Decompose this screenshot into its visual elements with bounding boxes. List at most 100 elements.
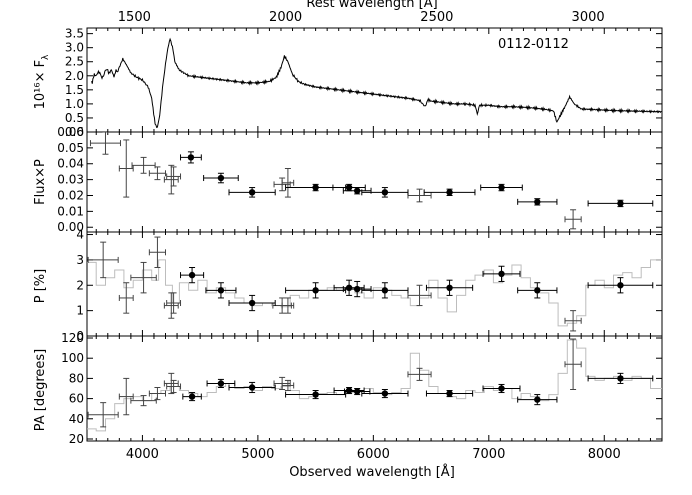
y-tick-label: 0 bbox=[76, 329, 84, 343]
data-point-open bbox=[166, 379, 182, 394]
flux-spectrum-line bbox=[91, 37, 662, 129]
y-tick-label: 0.03 bbox=[57, 173, 84, 187]
y-tick-label: 0.01 bbox=[57, 204, 84, 218]
y-tick-label: 100 bbox=[61, 351, 84, 365]
x-axis-label: Observed wavelength [Å] bbox=[289, 464, 455, 480]
data-point-filled bbox=[228, 187, 276, 198]
data-marker bbox=[534, 396, 541, 403]
y-tick-label: 1 bbox=[76, 304, 84, 318]
data-point-filled bbox=[203, 172, 239, 184]
data-point-filled bbox=[343, 388, 371, 396]
y-tick-label: 80 bbox=[69, 371, 84, 385]
bottom-tick-label: 4000 bbox=[126, 447, 159, 462]
data-point-open bbox=[281, 379, 295, 392]
data-marker bbox=[217, 174, 225, 182]
panel-position-angle: 20 40 60 80 100 120 bbox=[61, 331, 663, 446]
data-point-filled bbox=[228, 294, 276, 312]
y-tick-label: 0.04 bbox=[57, 157, 84, 171]
binned-step-line bbox=[87, 339, 662, 432]
y-tick-label: 4 bbox=[76, 228, 84, 242]
top-axis-label: Rest wavelength [Å] bbox=[306, 0, 437, 11]
object-annotation: 0112-0112 bbox=[498, 37, 569, 52]
panel-flux: 0.00.51.01.52.02.53.03.5 bbox=[65, 27, 663, 139]
data-marker bbox=[534, 287, 541, 294]
data-point-open bbox=[89, 132, 121, 155]
y-tick-label: 60 bbox=[69, 392, 84, 406]
data-point-filled bbox=[342, 280, 372, 298]
data-point-filled bbox=[180, 267, 205, 284]
data-point-open bbox=[131, 156, 156, 174]
y-tick-label: 1.5 bbox=[65, 83, 84, 97]
data-marker bbox=[381, 287, 389, 294]
ylabel-polarization: P [%] bbox=[33, 269, 48, 303]
data-point-filled bbox=[587, 372, 654, 384]
y-tick-label: 0.5 bbox=[65, 111, 84, 125]
bottom-tick-label: 7000 bbox=[472, 447, 505, 462]
data-marker bbox=[248, 384, 256, 391]
panel-polarization: 0 1 2 3 4 bbox=[76, 228, 663, 343]
ylabel-polarized-flux: Flux×P bbox=[33, 159, 48, 205]
data-marker bbox=[353, 285, 361, 293]
y-tick-label: 120 bbox=[61, 331, 84, 345]
bottom-tick-label: 8000 bbox=[588, 447, 621, 462]
y-tick-label: 0.00 bbox=[57, 220, 84, 234]
top-tick-label: 2500 bbox=[420, 10, 453, 25]
data-point-open bbox=[148, 236, 167, 269]
data-point-filled bbox=[482, 265, 521, 282]
data-marker bbox=[446, 189, 453, 196]
data-point-filled bbox=[361, 389, 409, 399]
data-point-filled bbox=[423, 188, 476, 196]
data-point-open bbox=[407, 284, 432, 307]
top-tick-label: 3000 bbox=[572, 10, 605, 25]
data-point-filled bbox=[425, 279, 474, 296]
data-point-filled bbox=[587, 277, 654, 294]
data-marker bbox=[498, 184, 505, 191]
data-point-filled bbox=[285, 282, 347, 299]
data-marker bbox=[312, 184, 319, 191]
data-point-filled bbox=[517, 394, 558, 406]
data-marker bbox=[248, 299, 256, 307]
ylabel-flux: 10¹⁶× Fλ bbox=[33, 54, 51, 109]
panel-polarized-flux: 0.00 0.01 0.020.03 0.04 0.05 0.06 bbox=[57, 125, 663, 234]
data-point-open bbox=[564, 310, 582, 332]
bottom-axis-tick-labels: 4000 5000 6000 7000 8000 bbox=[126, 447, 621, 462]
data-marker bbox=[617, 282, 624, 289]
data-point-open bbox=[118, 139, 134, 198]
data-point-open bbox=[163, 164, 179, 195]
y-tick-label: 0.05 bbox=[57, 141, 84, 155]
data-point-filled bbox=[425, 390, 474, 398]
data-marker bbox=[345, 184, 353, 191]
data-point-filled bbox=[332, 183, 366, 192]
data-marker bbox=[534, 198, 541, 206]
data-point-open bbox=[87, 402, 119, 428]
data-point-open bbox=[118, 377, 134, 416]
data-point-filled bbox=[342, 187, 372, 195]
data-point-open bbox=[166, 166, 182, 187]
data-marker bbox=[312, 287, 319, 294]
data-marker bbox=[381, 189, 389, 196]
y-tick-label: 3 bbox=[76, 253, 84, 267]
panel-frame bbox=[86, 27, 663, 133]
data-marker bbox=[217, 287, 225, 294]
y-tick-label: 2.5 bbox=[65, 55, 84, 69]
data-point-filled bbox=[480, 183, 523, 192]
y-tick-label: 2 bbox=[76, 278, 84, 292]
y-tick-label: 0.06 bbox=[57, 125, 84, 139]
data-point-filled bbox=[517, 198, 558, 206]
data-point-filled bbox=[228, 381, 276, 394]
data-point-filled bbox=[361, 187, 409, 198]
top-tick-label: 2000 bbox=[269, 10, 302, 25]
data-point-filled bbox=[285, 390, 347, 400]
data-point-open bbox=[148, 386, 167, 401]
data-point-open bbox=[407, 188, 432, 203]
data-point-open bbox=[407, 367, 432, 381]
top-axis-tick-labels: 1500 2000 2500 3000 bbox=[118, 10, 605, 25]
data-point-filled bbox=[587, 199, 654, 208]
bottom-tick-label: 6000 bbox=[357, 447, 390, 462]
data-marker bbox=[217, 380, 225, 387]
data-marker bbox=[188, 393, 196, 400]
top-tick-label: 1500 bbox=[118, 10, 151, 25]
data-point-open bbox=[130, 395, 157, 407]
data-marker bbox=[498, 270, 505, 278]
